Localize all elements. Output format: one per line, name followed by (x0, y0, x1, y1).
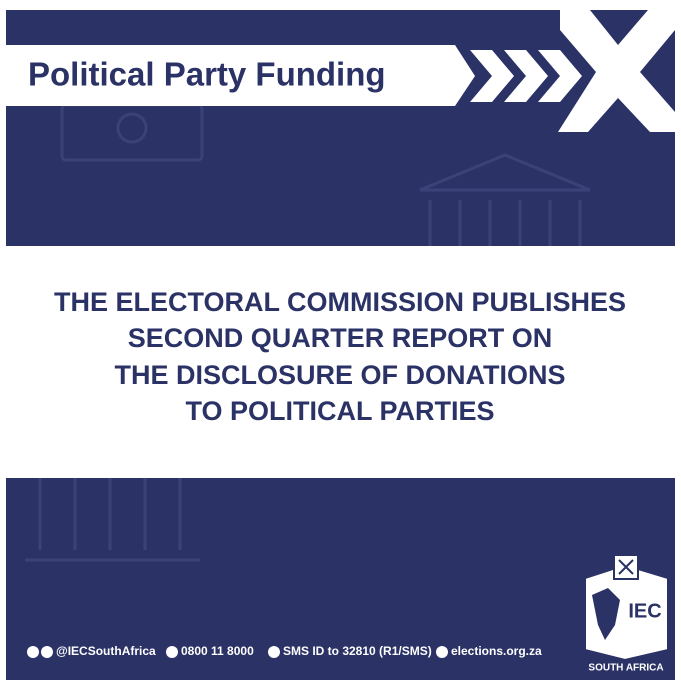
contact-sms: SMS ID to 32810 (R1/SMS) (283, 644, 432, 658)
web-icon (436, 646, 448, 658)
facebook-icon (27, 646, 39, 658)
twitter-icon (41, 646, 53, 658)
logo-caption: SOUTH AFRICA (588, 663, 663, 674)
phone-icon (166, 646, 178, 658)
contact-web: elections.org.za (451, 644, 542, 658)
contact-social: @IECSouthAfrica (56, 644, 156, 658)
headline-line: THE DISCLOSURE OF DONATIONS (114, 360, 565, 390)
sms-icon (268, 646, 280, 658)
decor (25, 103, 591, 562)
chevron (504, 50, 548, 102)
bottom-panel (6, 478, 675, 680)
headline-line: THE ELECTORAL COMMISSION PUBLISHES (54, 287, 626, 317)
contact-phone: 0800 11 8000 (181, 644, 254, 658)
chevron (538, 50, 582, 102)
logo: IEC SOUTH AFRICA (584, 554, 669, 674)
banner-title: Political Party Funding (28, 56, 386, 93)
logo-text: IEC (628, 600, 661, 622)
banner-stripe (6, 45, 475, 106)
headline-line: SECOND QUARTER REPORT ON (128, 323, 553, 353)
cross-mark (558, 10, 675, 132)
headline-line: TO POLITICAL PARTIES (185, 396, 494, 426)
chevron (470, 50, 514, 102)
